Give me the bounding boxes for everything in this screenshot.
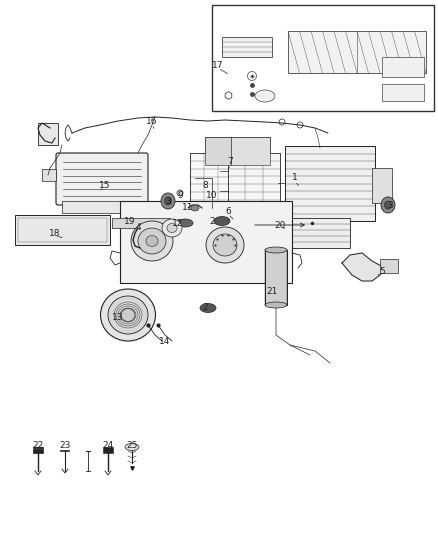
Bar xyxy=(231,137,270,165)
Bar xyxy=(265,250,287,305)
Text: 6: 6 xyxy=(225,206,231,215)
Bar xyxy=(205,137,270,165)
Text: 14: 14 xyxy=(159,336,171,345)
Bar xyxy=(212,5,434,111)
Text: 10: 10 xyxy=(206,190,218,199)
Text: 12: 12 xyxy=(172,219,184,228)
Text: 15: 15 xyxy=(99,181,111,190)
Bar xyxy=(18,218,107,242)
Text: 18: 18 xyxy=(49,229,61,238)
Text: 13: 13 xyxy=(112,313,124,322)
Bar xyxy=(205,137,231,165)
Ellipse shape xyxy=(138,228,166,254)
Text: 23: 23 xyxy=(59,440,71,449)
Text: 17: 17 xyxy=(212,61,224,69)
Ellipse shape xyxy=(100,289,155,341)
Ellipse shape xyxy=(167,223,177,232)
Ellipse shape xyxy=(146,236,158,246)
Ellipse shape xyxy=(200,303,216,312)
Bar xyxy=(62,201,134,213)
Ellipse shape xyxy=(381,197,395,213)
Ellipse shape xyxy=(255,90,275,102)
Text: 7: 7 xyxy=(227,157,233,166)
Text: 4: 4 xyxy=(135,223,141,232)
Text: 2: 2 xyxy=(209,216,215,225)
Text: 22: 22 xyxy=(32,440,44,449)
Ellipse shape xyxy=(108,296,148,334)
Ellipse shape xyxy=(177,219,193,227)
Bar xyxy=(382,57,424,77)
Ellipse shape xyxy=(177,190,183,196)
Bar xyxy=(15,215,110,245)
Ellipse shape xyxy=(385,201,392,209)
Bar xyxy=(42,169,56,181)
Ellipse shape xyxy=(191,205,199,211)
Ellipse shape xyxy=(214,216,230,225)
Ellipse shape xyxy=(162,219,182,237)
Ellipse shape xyxy=(161,193,175,209)
Bar xyxy=(228,153,280,215)
Bar xyxy=(382,84,424,101)
Text: 2: 2 xyxy=(202,303,208,312)
Text: 3: 3 xyxy=(387,200,393,209)
Ellipse shape xyxy=(131,221,173,261)
Ellipse shape xyxy=(213,234,237,256)
Ellipse shape xyxy=(125,443,139,450)
Text: 11: 11 xyxy=(182,204,194,213)
Ellipse shape xyxy=(206,227,244,263)
Text: 21: 21 xyxy=(266,287,278,295)
Text: 9: 9 xyxy=(177,190,183,199)
Ellipse shape xyxy=(265,302,287,308)
Text: 5: 5 xyxy=(379,266,385,276)
Bar xyxy=(190,153,245,208)
Ellipse shape xyxy=(121,309,135,321)
Bar xyxy=(288,31,426,73)
Bar xyxy=(285,146,375,221)
Bar xyxy=(222,37,272,57)
Bar xyxy=(380,259,398,273)
Bar xyxy=(372,168,392,203)
Bar xyxy=(112,218,170,228)
Bar xyxy=(33,447,43,453)
Ellipse shape xyxy=(165,197,172,205)
Bar xyxy=(103,447,113,453)
Bar xyxy=(285,218,350,248)
Text: 16: 16 xyxy=(146,117,158,125)
Bar xyxy=(120,201,292,283)
Ellipse shape xyxy=(265,247,287,253)
Text: 25: 25 xyxy=(126,440,138,449)
Text: 1: 1 xyxy=(292,174,298,182)
Text: 24: 24 xyxy=(102,440,113,449)
Text: 8: 8 xyxy=(202,181,208,190)
Text: 3: 3 xyxy=(165,197,171,206)
Bar xyxy=(38,123,58,145)
Polygon shape xyxy=(342,253,385,281)
FancyBboxPatch shape xyxy=(56,153,148,205)
Text: 20: 20 xyxy=(274,221,286,230)
Text: 19: 19 xyxy=(124,216,136,225)
